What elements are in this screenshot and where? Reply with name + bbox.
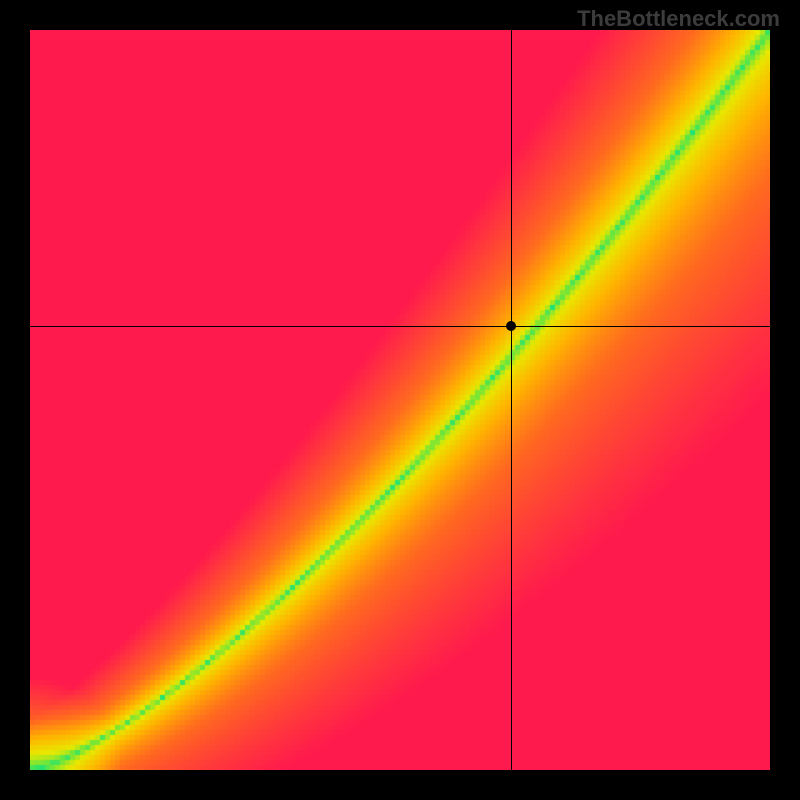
chart-container: TheBottleneck.com [0, 0, 800, 800]
crosshair-horizontal [30, 326, 770, 327]
heatmap-canvas [30, 30, 770, 770]
plot-area [30, 30, 770, 770]
crosshair-vertical [511, 30, 512, 770]
watermark-text: TheBottleneck.com [577, 6, 780, 32]
crosshair-marker [506, 321, 516, 331]
